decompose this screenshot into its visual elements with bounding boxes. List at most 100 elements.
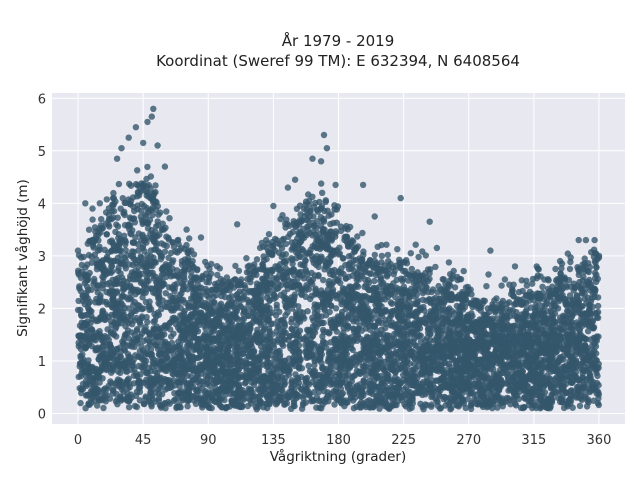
data-point <box>165 254 172 262</box>
data-point <box>126 214 134 221</box>
data-point <box>91 275 98 283</box>
data-point <box>388 300 396 307</box>
data-point <box>223 326 230 333</box>
data-point <box>501 313 509 320</box>
data-point <box>372 307 379 314</box>
data-point <box>290 271 298 279</box>
data-point <box>241 293 248 300</box>
data-point <box>185 303 192 310</box>
data-point <box>393 276 400 283</box>
data-point <box>328 267 335 275</box>
data-point <box>143 314 150 321</box>
data-point <box>448 308 456 315</box>
data-point <box>225 319 232 326</box>
data-point <box>115 244 123 251</box>
data-point <box>86 298 94 305</box>
data-point <box>274 318 281 325</box>
data-point <box>93 256 100 263</box>
data-point <box>129 239 137 246</box>
data-point <box>207 305 214 312</box>
data-point <box>266 310 273 317</box>
data-point <box>127 252 135 260</box>
data-point <box>367 270 375 277</box>
data-point <box>281 277 288 284</box>
data-point <box>113 221 120 228</box>
data-point <box>295 229 302 237</box>
data-point <box>122 238 129 246</box>
data-point <box>282 251 289 258</box>
data-point <box>228 340 235 348</box>
data-point <box>358 294 366 301</box>
data-point <box>325 212 332 219</box>
data-point <box>310 327 318 334</box>
data-point <box>245 385 252 392</box>
data-point <box>535 307 543 315</box>
data-point <box>147 247 155 254</box>
data-point <box>132 291 139 298</box>
data-point <box>297 253 304 260</box>
data-point <box>250 301 258 308</box>
data-point <box>439 311 447 318</box>
data-point <box>78 261 86 269</box>
data-point <box>418 305 425 312</box>
data-point <box>254 326 261 333</box>
data-point <box>487 316 494 324</box>
data-point <box>103 231 111 238</box>
data-point <box>322 260 330 267</box>
data-point <box>421 337 429 344</box>
data-point <box>323 301 330 309</box>
data-point <box>122 247 129 254</box>
data-point <box>291 402 298 410</box>
data-point <box>407 328 415 336</box>
data-point <box>377 277 384 285</box>
data-point <box>217 322 224 330</box>
data-point <box>151 233 158 240</box>
data-point <box>311 301 318 308</box>
data-point <box>158 271 166 279</box>
data-point <box>559 312 567 319</box>
data-point <box>187 280 194 288</box>
data-point <box>509 353 516 360</box>
data-point <box>362 281 370 288</box>
data-point <box>507 401 514 408</box>
data-point <box>336 244 343 251</box>
data-point <box>404 303 411 311</box>
data-point <box>191 292 199 299</box>
data-point <box>162 261 169 268</box>
data-point <box>419 296 427 303</box>
data-point <box>249 313 257 320</box>
data-point <box>184 403 191 410</box>
data-point <box>188 311 195 318</box>
data-point <box>509 307 517 314</box>
data-point <box>570 307 578 315</box>
data-point <box>254 289 261 297</box>
data-point <box>231 304 238 312</box>
data-point <box>112 279 119 287</box>
data-point <box>150 238 158 245</box>
data-point <box>154 291 162 298</box>
data-point <box>295 313 302 320</box>
data-point <box>115 298 122 305</box>
data-point <box>78 268 85 275</box>
data-point <box>282 295 290 302</box>
data-point <box>348 315 356 323</box>
data-point <box>410 279 417 286</box>
data-point <box>76 283 83 290</box>
data-point <box>273 301 280 308</box>
data-point <box>354 328 361 335</box>
data-point <box>178 268 185 276</box>
data-point <box>198 312 205 320</box>
data-point <box>155 311 163 318</box>
data-point <box>77 274 85 281</box>
data-point <box>327 317 334 324</box>
data-point <box>402 296 409 303</box>
data-point <box>96 243 103 250</box>
data-point <box>208 324 215 332</box>
data-point <box>295 282 302 289</box>
data-point <box>100 404 107 412</box>
data-point <box>435 298 443 305</box>
data-point <box>471 328 478 335</box>
data-point <box>378 326 385 333</box>
data-point <box>270 291 278 298</box>
